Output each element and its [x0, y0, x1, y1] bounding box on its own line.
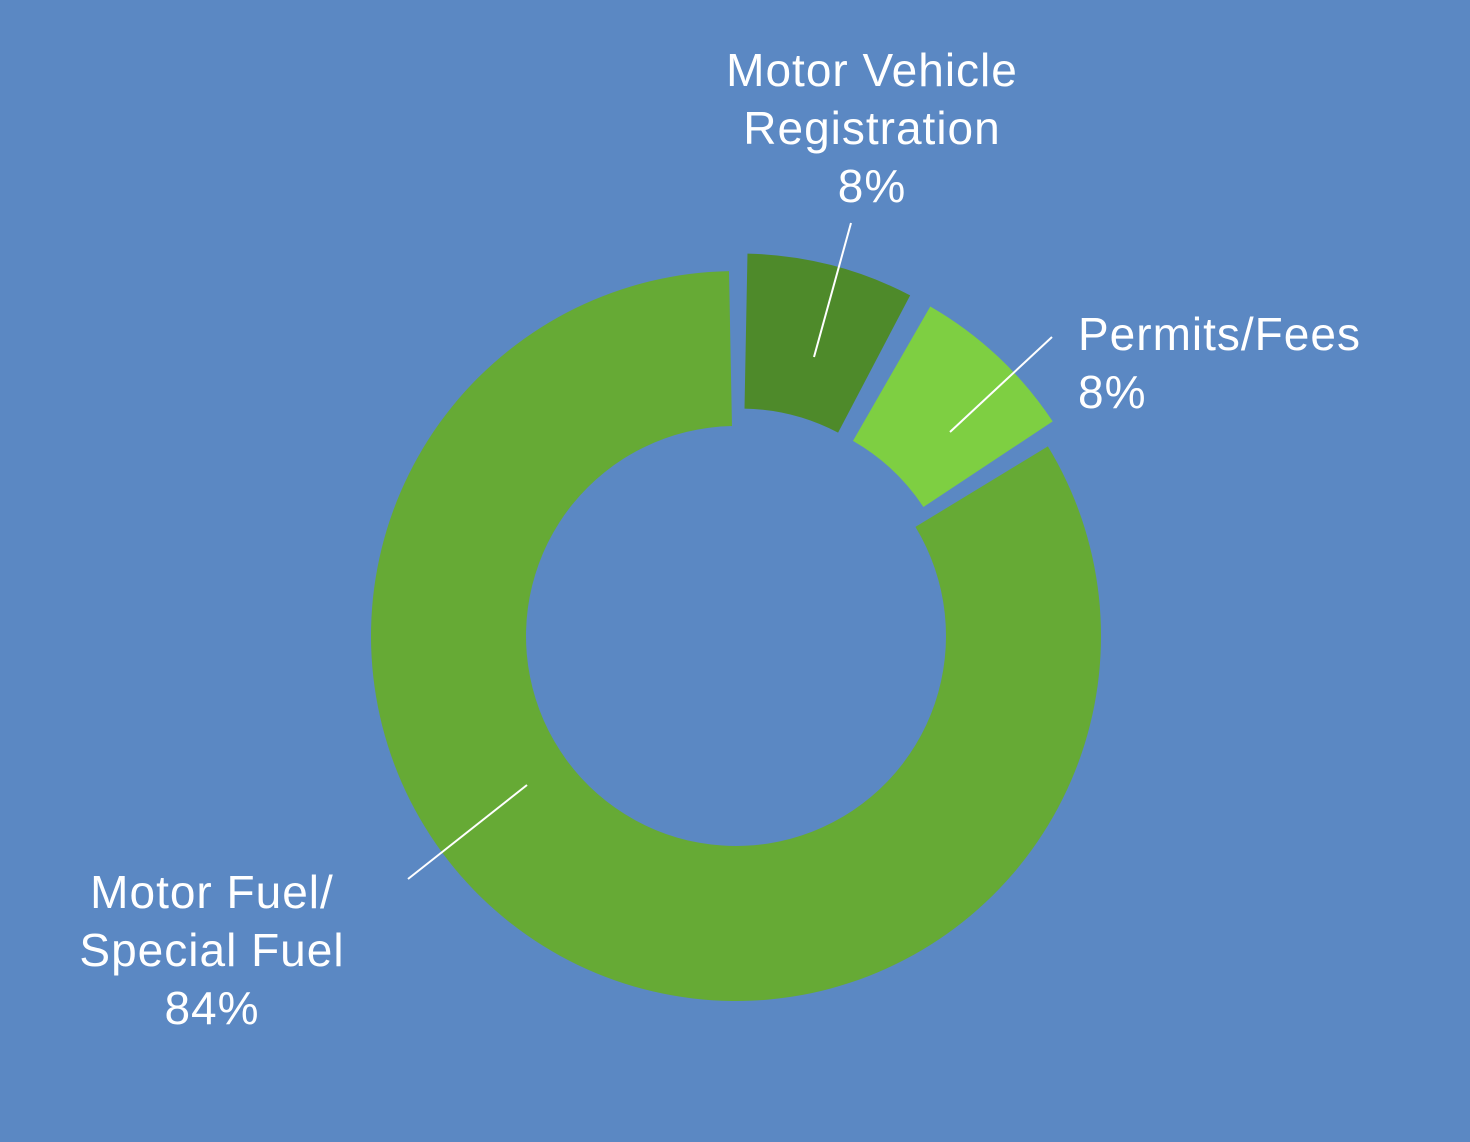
slice-name-line-1-0: Permits/Fees: [1078, 308, 1361, 360]
labels-layer: Motor Vehicle Registration 8% Permits/Fees 8…: [79, 44, 1361, 1034]
slice-value-label-0: 8%: [838, 160, 906, 212]
slice-2: [371, 271, 1101, 1001]
slice-label-0: Motor Vehicle Registration 8%: [726, 44, 1018, 212]
leader-line-1: [949, 336, 1053, 433]
leader-line-2: [407, 784, 528, 880]
slice-name-line-2-0: Motor Fuel/: [90, 866, 334, 918]
slice-name-line-0-0: Motor Vehicle: [726, 44, 1018, 96]
slice-name-line-2-1: Special Fuel: [79, 924, 344, 976]
slice-value-label-2: 84%: [164, 982, 259, 1034]
slice-name-line-0-1: Registration: [743, 102, 1000, 154]
slice-label-1: Permits/Fees 8%: [1078, 308, 1361, 418]
leader-line-0: [813, 222, 852, 358]
slices-layer: [371, 253, 1101, 1001]
slice-0: [744, 253, 911, 433]
slice-label-2: Motor Fuel/Special Fuel 84%: [79, 866, 344, 1034]
leaders-layer: [407, 222, 1053, 880]
slice-1: [853, 306, 1053, 507]
slice-value-label-1: 8%: [1078, 366, 1146, 418]
